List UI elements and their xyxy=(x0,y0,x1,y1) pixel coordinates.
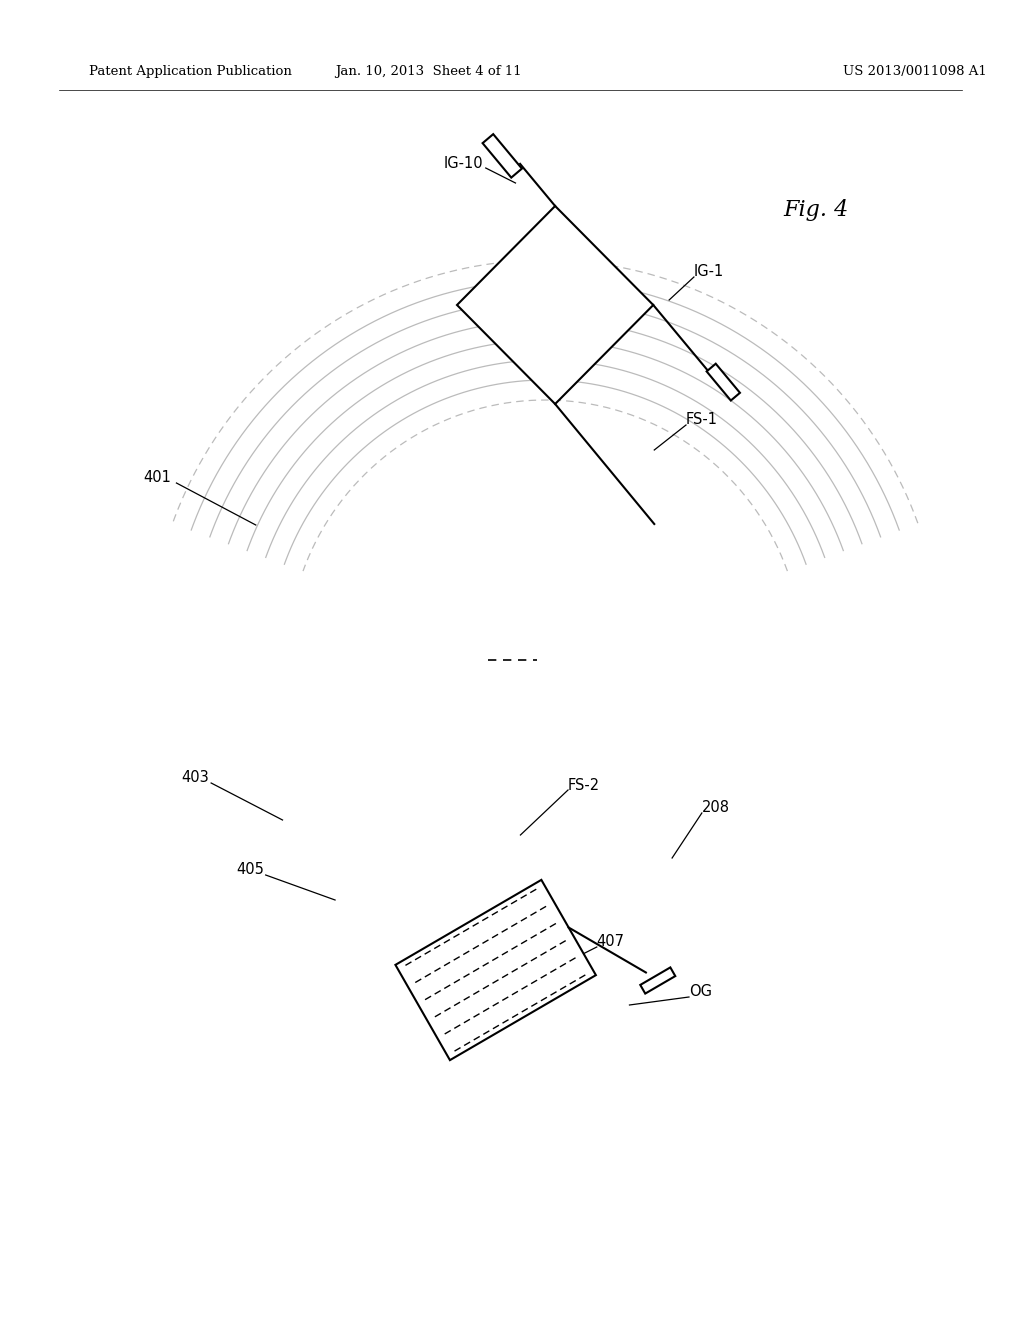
Text: Jan. 10, 2013  Sheet 4 of 11: Jan. 10, 2013 Sheet 4 of 11 xyxy=(335,66,521,78)
Text: FS-1: FS-1 xyxy=(686,412,718,428)
Text: IG-10: IG-10 xyxy=(444,156,483,170)
Polygon shape xyxy=(640,968,675,994)
Text: 405: 405 xyxy=(236,862,264,878)
Text: Fig. 4: Fig. 4 xyxy=(783,199,848,220)
Polygon shape xyxy=(457,206,653,404)
Text: 403: 403 xyxy=(181,771,209,785)
Text: OG: OG xyxy=(689,985,712,999)
Polygon shape xyxy=(482,135,522,178)
Polygon shape xyxy=(707,364,740,400)
Text: IG-1: IG-1 xyxy=(694,264,724,280)
Text: 208: 208 xyxy=(701,800,730,816)
Text: 401: 401 xyxy=(143,470,172,486)
Polygon shape xyxy=(395,880,596,1060)
Text: FS-2: FS-2 xyxy=(568,777,600,792)
Text: US 2013/0011098 A1: US 2013/0011098 A1 xyxy=(843,66,986,78)
Text: 407: 407 xyxy=(597,935,625,949)
Text: Patent Application Publication: Patent Application Publication xyxy=(89,66,292,78)
